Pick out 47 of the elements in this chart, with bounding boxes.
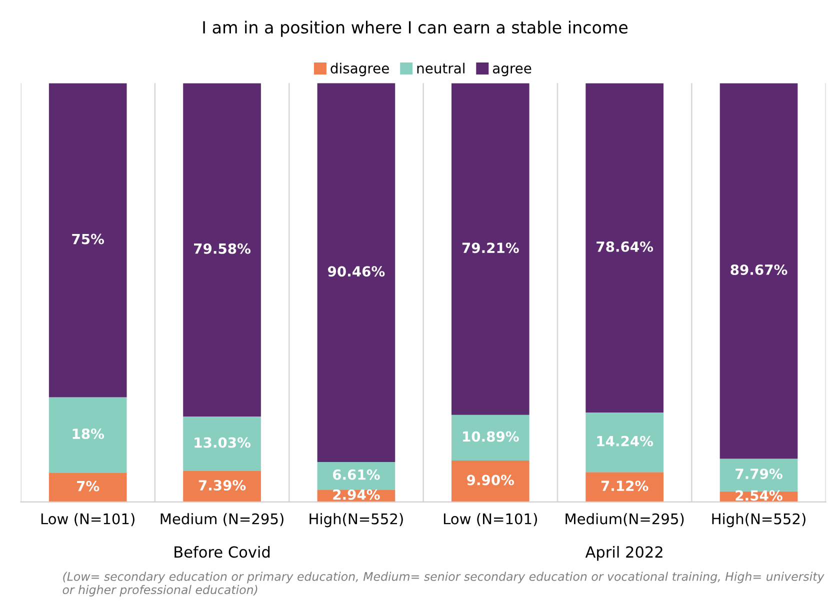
x-tick-label: Low (N=101) [41,513,134,526]
data-label: 90.46% [328,266,385,277]
bar [183,416,261,472]
x-tick-label: Medium (N=295) [160,513,284,526]
text: Before Covid [174,546,270,558]
data-label: 79.21% [462,242,519,254]
data-label: 89.67% [730,264,788,275]
bar [451,83,530,415]
bar [451,460,530,502]
data-label: 18% [72,428,104,440]
x-tick-label: Low (N=101) [444,513,537,526]
data-label: 6.61% [332,469,380,480]
bar [720,458,798,492]
data-label: 9.90% [467,474,514,486]
bar [451,414,530,461]
bar [183,83,261,416]
bar [317,83,396,462]
data-label: 75% [72,234,104,244]
data-label: 13.03% [194,437,251,448]
data-label: 7% [76,480,100,492]
bar [48,397,127,473]
legend-label: agree [492,66,532,76]
data-label: 7.79% [736,468,782,480]
bar [720,83,798,459]
bar [183,471,261,502]
data-label: 14.24% [597,436,654,446]
text: (Low= secondary education or primary education, Medium= senior secondary education or vocational training, High= university or higher professional education) [62,572,824,596]
x-tick-label: High(N=552) [712,513,806,528]
data-label: 2.94% [333,489,380,500]
chart-title: I am in a position where I can earn a stable income [203,20,628,37]
data-label: 78.64% [596,241,654,252]
data-label: 7.39% [198,480,246,491]
data-label: 2.54% [736,490,782,501]
bar [317,462,396,490]
data-label: 10.89% [463,431,519,442]
legend-label: disagree [330,62,389,76]
bar [586,472,664,502]
data-label: 79.58% [194,243,251,254]
bar [48,83,127,398]
x-tick-label: Medium(N=295) [566,513,684,526]
bar [586,83,664,413]
text: April 2022 [585,546,662,561]
data-label: 7.12% [601,480,648,492]
bar [48,472,127,502]
bar [586,412,664,472]
x-tick-label: High(N=552) [310,513,403,528]
legend-label: neutral [417,62,464,74]
